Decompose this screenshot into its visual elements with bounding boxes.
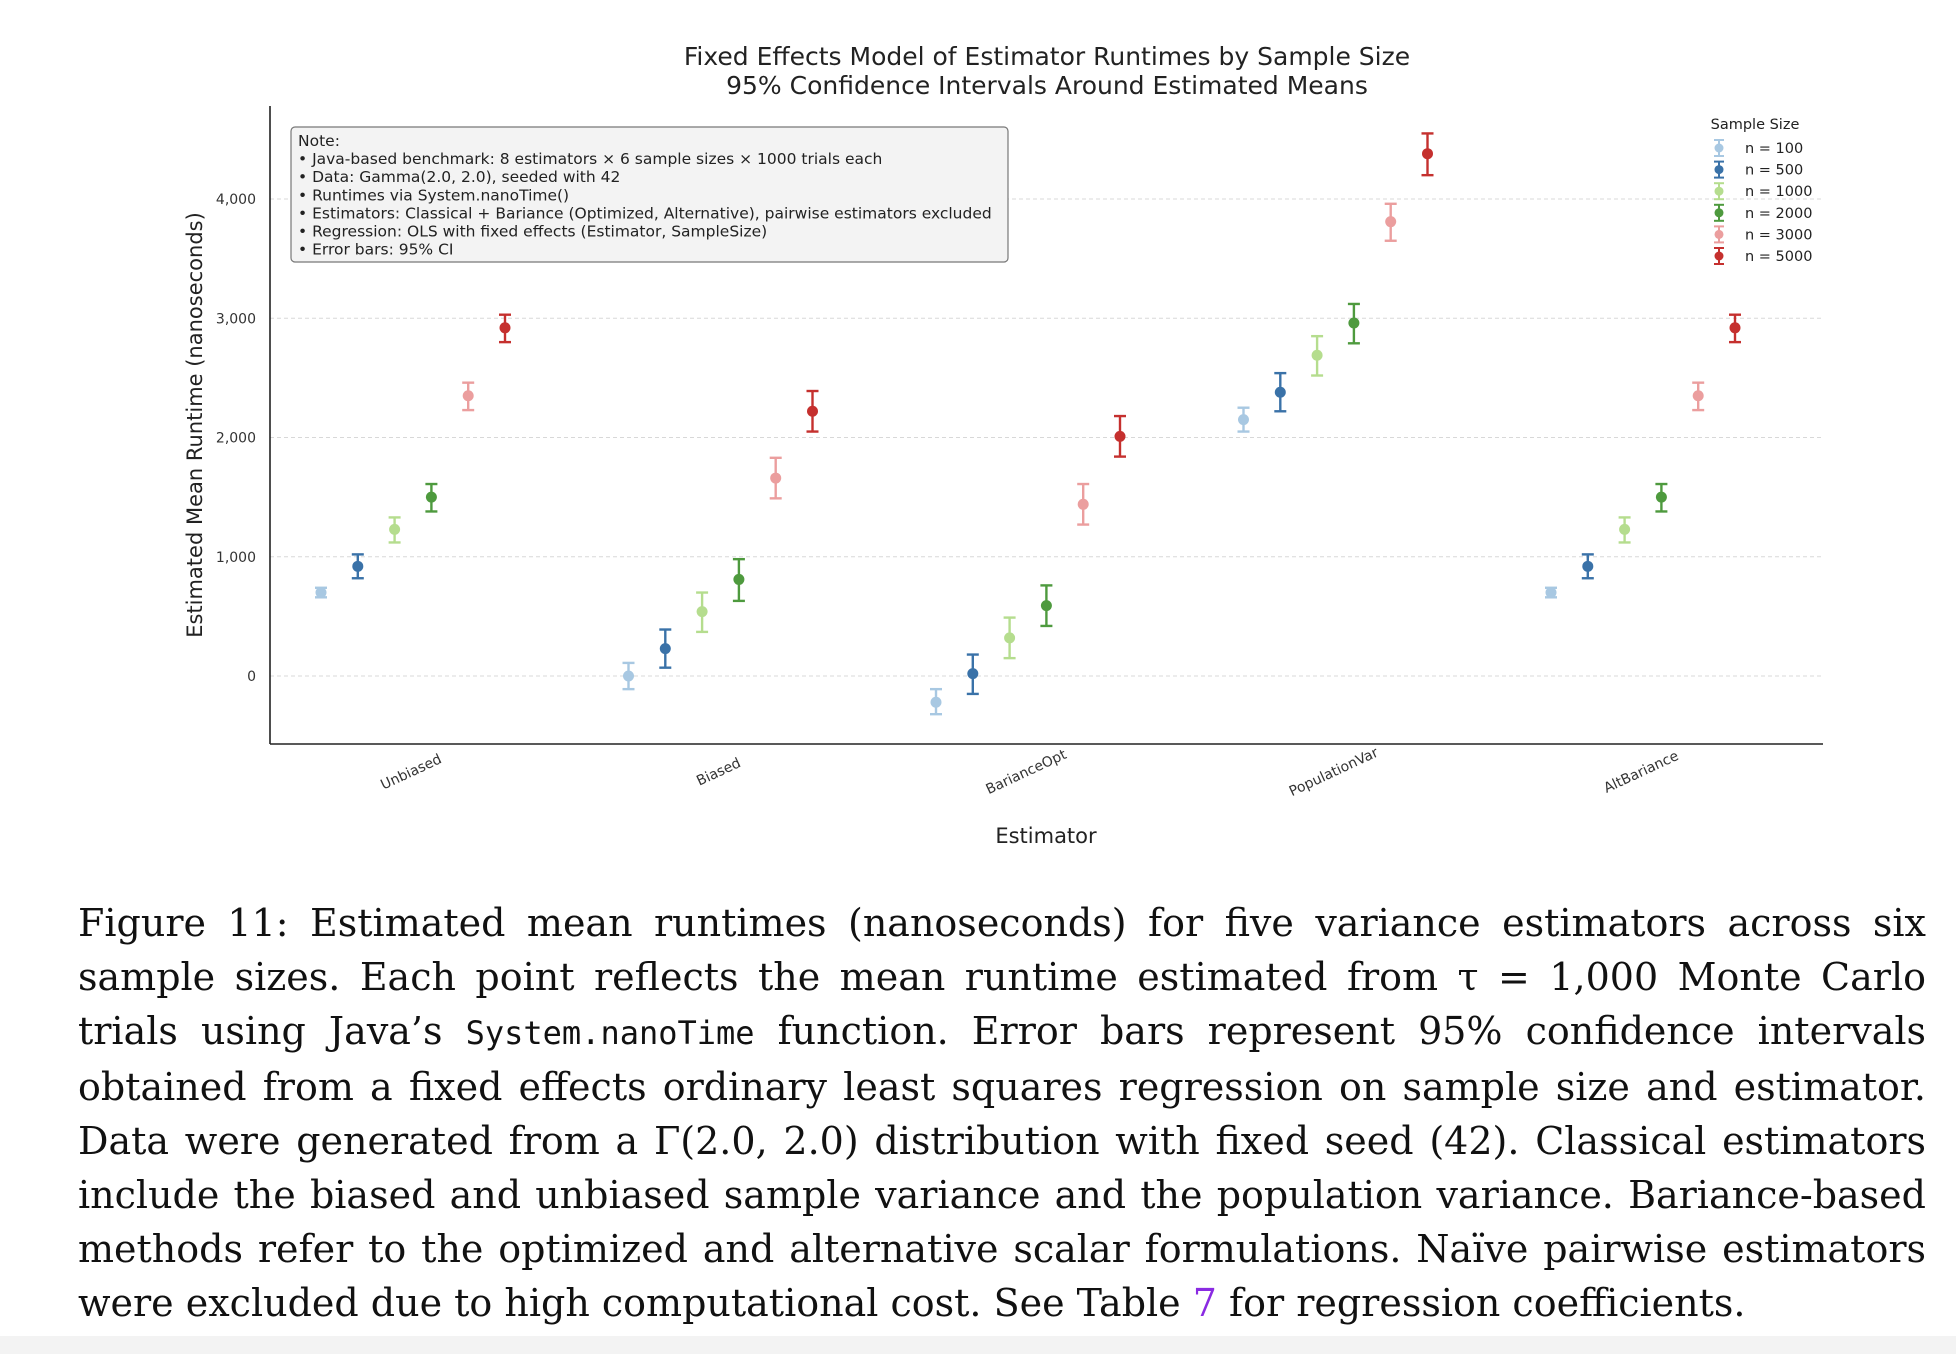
legend-marker-dot <box>1714 208 1724 218</box>
x-tick-label: Unbiased <box>378 751 444 793</box>
x-axis-title: Estimator <box>995 824 1097 848</box>
series-n-3000 <box>462 202 1705 526</box>
page-bottom-strip <box>0 1336 1956 1354</box>
y-tick-label: 1,000 <box>216 550 256 566</box>
data-point <box>1545 587 1557 599</box>
legend-marker-dot <box>1714 186 1724 196</box>
legend-label: n = 100 <box>1745 141 1803 157</box>
data-point <box>1040 600 1052 612</box>
chart: Fixed Effects Model of Estimator Runtime… <box>183 42 1823 848</box>
caption-label: Figure 11: <box>78 901 289 945</box>
legend-item: n = 100 <box>1714 139 1803 157</box>
data-point <box>499 322 511 334</box>
data-point <box>462 390 474 402</box>
note-box-frame <box>290 126 1009 263</box>
legend-label: n = 5000 <box>1745 249 1812 265</box>
legend-item: n = 1000 <box>1714 182 1812 201</box>
table-reference-link[interactable]: 7 <box>1192 1281 1217 1325</box>
y-axis-title: Estimated Mean Runtime (nanoseconds) <box>183 212 207 638</box>
data-points <box>315 132 1741 716</box>
legend-marker-dot <box>1714 165 1724 175</box>
note-line: • Java-based benchmark: 8 estimators × 6… <box>298 150 882 168</box>
data-point <box>770 472 782 484</box>
note-box: Note: • Java-based benchmark: 8 estimator… <box>290 126 1009 263</box>
legend-marker-dot <box>1714 251 1724 261</box>
caption-text-3: for regression coefficients. <box>1216 1281 1746 1325</box>
caption-code: System.nanoTime <box>465 1014 755 1052</box>
data-point <box>1422 148 1433 160</box>
series-n-500 <box>351 371 1594 696</box>
data-point <box>1114 430 1126 442</box>
data-point <box>1692 390 1704 402</box>
data-point <box>1311 349 1323 361</box>
legend-item: n = 3000 <box>1714 225 1812 244</box>
data-point <box>352 560 364 572</box>
caption-text-2: function. Error bars represent 95% confi… <box>78 1009 1927 1325</box>
y-tick-label: 3,000 <box>216 311 256 327</box>
legend-item: n = 500 <box>1714 160 1803 179</box>
data-point <box>315 587 327 599</box>
note-text: Note: • Java-based benchmark: 8 estimator… <box>298 132 992 259</box>
y-tick-label: 0 <box>247 669 256 685</box>
data-point <box>967 668 979 680</box>
note-line: • Regression: OLS with fixed effects (Es… <box>298 223 767 241</box>
legend-label: n = 1000 <box>1745 184 1812 200</box>
data-point <box>1348 317 1360 329</box>
x-tick-label: PopulationVar <box>1287 745 1381 800</box>
data-point <box>696 606 708 618</box>
data-point <box>1619 523 1631 535</box>
figure: Fixed Effects Model of Estimator Runtime… <box>183 42 1823 848</box>
data-point <box>1729 322 1741 334</box>
data-point <box>389 523 401 535</box>
data-point <box>807 405 818 417</box>
data-point <box>1004 632 1016 644</box>
x-tick-label: Biased <box>694 755 743 789</box>
data-point <box>425 491 437 503</box>
note-line: Note: <box>298 132 340 150</box>
note-line: • Data: Gamma(2.0, 2.0), seeded with 42 <box>298 168 620 186</box>
data-point <box>659 643 671 655</box>
legend: Sample Size n = 100 n = 500 n = 1000 n = 20… <box>1711 117 1812 265</box>
legend-label: n = 2000 <box>1745 206 1812 222</box>
caption-text-1: Estimated mean runtimes (nanoseconds) fo… <box>78 901 1926 1053</box>
chart-title: Fixed Effects Model of Estimator Runtime… <box>684 42 1410 71</box>
series-n-5000 <box>499 132 1741 458</box>
y-tick-labels: 0 1,000 2,000 3,000 4,000 <box>216 192 256 685</box>
figure-caption: Figure 11: Estimated mean runtimes (nano… <box>78 896 1926 1330</box>
y-tick-label: 2,000 <box>216 431 256 447</box>
legend-item: n = 2000 <box>1714 203 1812 222</box>
legend-title: Sample Size <box>1711 117 1800 133</box>
series-n-1000 <box>388 334 1631 660</box>
data-point <box>1238 414 1249 426</box>
data-point <box>1274 386 1286 398</box>
series-n-2000 <box>425 302 1668 628</box>
axes <box>269 106 1823 745</box>
note-line: • Error bars: 95% CI <box>298 241 453 259</box>
data-point <box>930 696 942 708</box>
data-point <box>1655 491 1667 503</box>
data-point <box>623 670 634 682</box>
x-tick-label: AltBariance <box>1601 748 1681 797</box>
data-point <box>1582 560 1594 572</box>
legend-item: n = 5000 <box>1714 247 1812 265</box>
y-tick-label: 4,000 <box>216 192 256 208</box>
legend-marker-dot <box>1714 229 1724 239</box>
data-point <box>1385 216 1397 228</box>
note-line: • Estimators: Classical + Bariance (Opti… <box>298 204 992 222</box>
x-tick-labels: Unbiased Biased BarianceOpt PopulationVar Al… <box>378 745 1681 800</box>
data-point <box>733 573 745 585</box>
legend-label: n = 500 <box>1745 163 1803 179</box>
legend-label: n = 3000 <box>1745 227 1812 243</box>
note-line: • Runtimes via System.nanoTime() <box>298 186 569 204</box>
x-tick-label: BarianceOpt <box>984 747 1070 798</box>
series-n-100 <box>315 406 1557 716</box>
chart-subtitle: 95% Confidence Intervals Around Estimate… <box>726 71 1368 100</box>
legend-marker-dot <box>1714 143 1724 153</box>
data-point <box>1077 498 1089 510</box>
